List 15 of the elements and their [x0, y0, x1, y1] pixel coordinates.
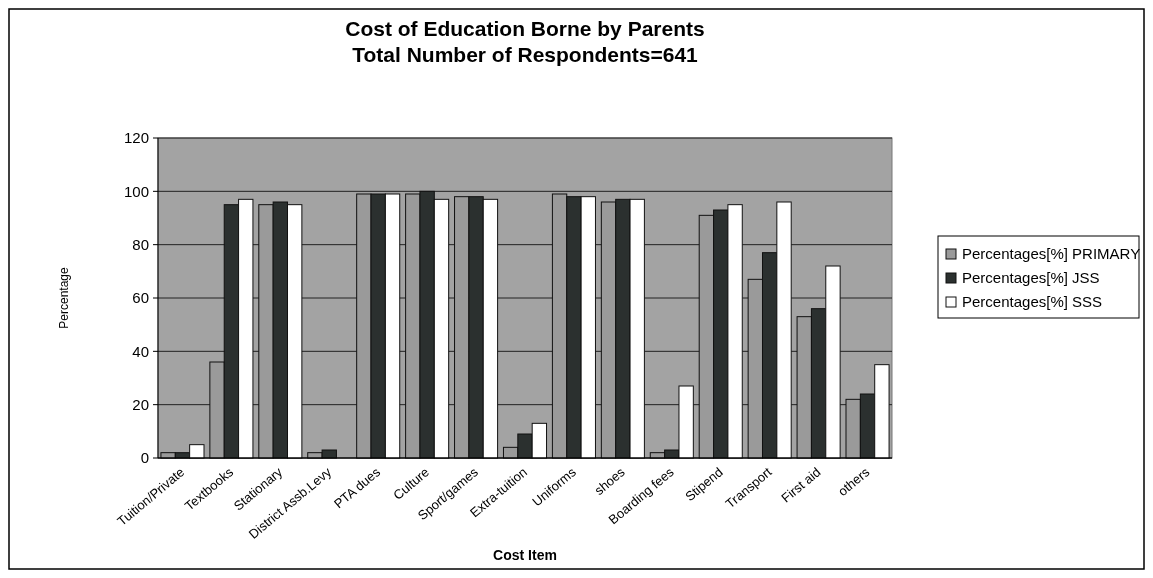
- y-tick-label: 40: [132, 342, 149, 360]
- y-tick-label: 20: [132, 395, 149, 413]
- legend-label: Percentages[%] SSS: [962, 293, 1103, 311]
- legend-label: Percentages[%] PRIMARY: [962, 245, 1141, 263]
- legend-label: Percentages[%] JSS: [962, 269, 1100, 287]
- y-tick-label: 0: [140, 449, 149, 467]
- chart-title: Cost of Education Borne by Parents Total Number of Respondents=641: [345, 17, 705, 66]
- y-tick-label: 100: [123, 182, 149, 200]
- x-tick-label: First aid: [778, 464, 824, 506]
- x-tick-label: PTA dues: [330, 463, 384, 512]
- y-tick-label: 120: [123, 129, 149, 147]
- y-tick-label: 80: [132, 235, 149, 253]
- y-axis-title: Percentage: [57, 266, 71, 329]
- y-tick-label: 60: [132, 289, 149, 307]
- x-axis-title: Cost Item: [493, 547, 557, 563]
